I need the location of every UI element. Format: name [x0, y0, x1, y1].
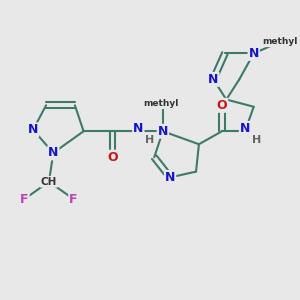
- Text: O: O: [217, 99, 227, 112]
- Text: H: H: [252, 135, 261, 145]
- Text: N: N: [165, 171, 175, 184]
- Text: N: N: [208, 73, 218, 86]
- Text: N: N: [158, 125, 168, 138]
- Text: N: N: [133, 122, 144, 135]
- Text: F: F: [20, 193, 29, 206]
- Text: N: N: [240, 122, 250, 135]
- Text: methyl: methyl: [262, 38, 297, 46]
- Text: F: F: [69, 193, 78, 206]
- Text: methyl: methyl: [144, 99, 179, 108]
- Text: N: N: [28, 123, 38, 136]
- Text: O: O: [107, 151, 118, 164]
- Text: H: H: [145, 135, 154, 145]
- Text: N: N: [48, 146, 58, 159]
- Text: CH: CH: [41, 177, 57, 187]
- Text: N: N: [248, 47, 259, 60]
